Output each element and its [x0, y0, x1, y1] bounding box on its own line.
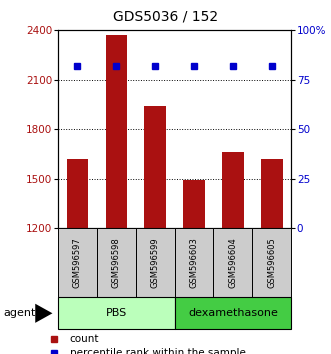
Text: count: count — [70, 333, 99, 344]
Text: PBS: PBS — [106, 308, 127, 318]
Bar — [175, 297, 291, 329]
Text: GSM596599: GSM596599 — [151, 238, 160, 288]
Text: GSM596597: GSM596597 — [73, 238, 82, 288]
Bar — [175, 228, 213, 297]
Bar — [213, 228, 252, 297]
Text: agent: agent — [3, 308, 36, 318]
Bar — [58, 297, 175, 329]
Bar — [106, 35, 127, 228]
Text: GSM596604: GSM596604 — [228, 238, 237, 288]
Text: percentile rank within the sample: percentile rank within the sample — [70, 348, 246, 354]
Bar — [252, 228, 291, 297]
Text: GSM596603: GSM596603 — [190, 238, 199, 288]
Bar — [136, 228, 175, 297]
Bar — [144, 106, 166, 228]
Text: GSM596605: GSM596605 — [267, 238, 276, 288]
Polygon shape — [35, 304, 52, 323]
Bar — [183, 181, 205, 228]
Text: GSM596598: GSM596598 — [112, 238, 121, 288]
Bar — [67, 159, 88, 228]
Bar — [222, 152, 244, 228]
Bar — [58, 228, 97, 297]
Bar — [97, 228, 136, 297]
Bar — [261, 159, 283, 228]
Text: GDS5036 / 152: GDS5036 / 152 — [113, 10, 218, 24]
Text: dexamethasone: dexamethasone — [188, 308, 278, 318]
